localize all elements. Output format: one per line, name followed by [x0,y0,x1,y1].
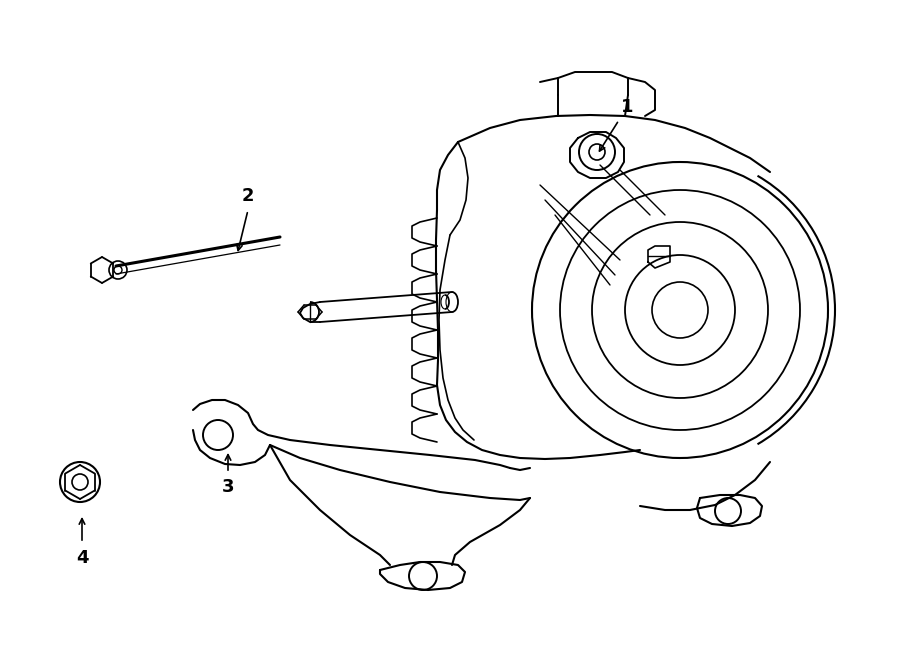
Text: 1: 1 [621,98,634,116]
Text: 2: 2 [242,187,254,205]
Text: 4: 4 [76,549,88,567]
Text: 3: 3 [221,478,234,496]
